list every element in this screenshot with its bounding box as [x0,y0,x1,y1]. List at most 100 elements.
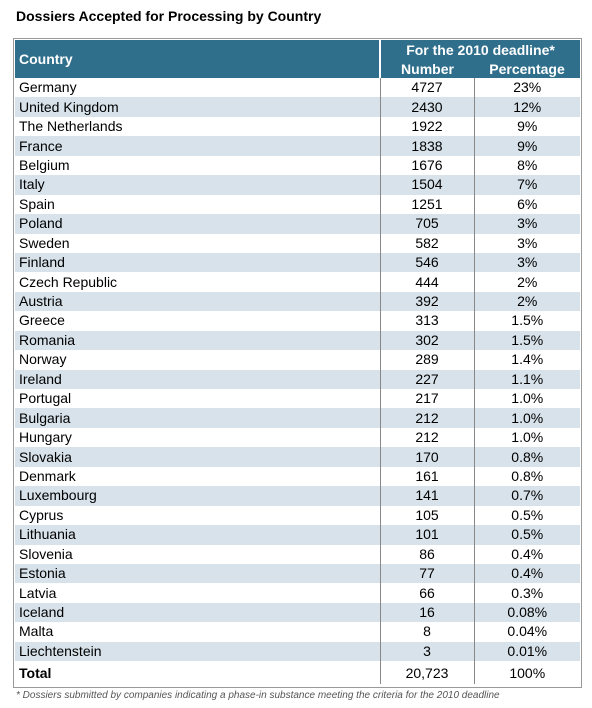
percentage-cell: 6% [517,195,538,212]
number-cell: 170 [379,447,475,467]
table-row: Norway 289 1.4% [15,350,580,370]
country-cell: Greece [19,312,65,329]
country-cell: France [15,136,380,156]
percentage-cell: 0.8% [511,467,544,484]
total-number: 20,723 [379,661,475,685]
percentage-cell: 0.8% [474,447,581,467]
percentage-cell: 2% [517,273,538,290]
percentage-cell: 0.5% [474,525,581,545]
country-cell: Estonia [15,563,380,584]
number-cell: 161 [379,466,475,487]
percentage-cell: 0.3% [511,584,544,601]
number-cell: 444 [379,272,475,292]
number-cell: 302 [379,330,475,351]
number-cell: 313 [379,311,475,331]
percentage-cell: 8% [517,156,538,173]
country-cell: Iceland [15,602,380,623]
country-cell: Germany [19,79,77,96]
percentage-cell: 9% [474,136,581,156]
total-row: Total 20,723 100% [15,661,581,685]
number-cell: 705 [379,214,475,234]
percentage-cell: 9% [517,118,538,135]
number-cell: 1922 [379,116,475,137]
country-cell: Luxembourg [15,486,380,506]
number-cell: 66 [379,583,475,603]
percentage-cell: 1.5% [511,312,544,329]
table-title: Dossiers Accepted for Processing by Coun… [16,8,322,24]
table-row: Poland 705 3% [15,214,581,234]
number-cell: 212 [379,427,475,448]
percentage-cell: 0.08% [474,602,581,623]
table-row: Bulgaria 212 1.0% [15,408,581,428]
number-cell: 289 [379,350,475,370]
country-cell: Italy [15,175,380,195]
percentage-cell: 0.5% [511,506,544,523]
table-row: Estonia 77 0.4% [15,563,581,584]
number-cell: 77 [379,563,475,584]
table-row: United Kingdom 2430 12% [15,97,581,117]
number-cell: 4727 [379,78,475,98]
country-cell: Cyprus [19,506,64,523]
total-label: Total [15,661,380,685]
table-row: Liechtenstein 3 0.01% [15,641,581,662]
number-cell: 16 [379,602,475,623]
percentage-cell: 3% [517,234,538,251]
percentage-cell: 3% [474,252,581,273]
number-cell: 1676 [379,155,475,176]
table-row: Sweden 582 3% [15,233,580,253]
table-row: Austria 392 2% [15,291,581,312]
percentage-column-header: Percentage [474,59,581,78]
country-cell: Bulgaria [15,408,380,428]
percentage-cell: 7% [474,175,581,195]
table-row: Iceland 16 0.08% [15,602,581,623]
footnote: * Dossiers submitted by companies indica… [16,690,500,701]
number-cell: 1838 [379,136,475,156]
country-cell: Poland [15,214,380,234]
percentage-cell: 0.4% [511,545,544,562]
country-cell: Slovenia [19,545,73,562]
percentage-cell: 1.0% [511,429,544,446]
country-cell: Romania [15,330,380,351]
table-row: Germany 4727 23% [15,78,580,98]
percentage-cell: 0.04% [507,623,548,640]
country-cell: Norway [19,351,67,368]
total-percentage: 100% [474,661,581,685]
country-cell: United Kingdom [15,97,380,117]
number-cell: 1251 [379,194,475,215]
percentage-cell: 2% [474,291,581,312]
number-cell: 8 [379,622,475,642]
number-cell: 141 [379,486,475,506]
table-row: Ireland 227 1.1% [15,369,581,389]
country-cell: Latvia [19,584,57,601]
percentage-cell: 0.01% [474,641,581,662]
country-cell: Malta [19,623,54,640]
percentage-cell: 0.4% [474,563,581,584]
country-cell: Denmark [19,467,76,484]
percentage-cell: 1.5% [474,330,581,351]
table-row: Finland 546 3% [15,252,581,273]
number-cell: 212 [379,408,475,428]
number-cell: 86 [379,544,475,564]
country-cell: Lithuania [15,525,380,545]
country-cell: The Netherlands [19,118,123,135]
table-row: Luxembourg 141 0.7% [15,486,581,506]
table-row: Italy 1504 7% [15,175,581,195]
table-row: Cyprus 105 0.5% [15,505,580,526]
country-cell: Hungary [19,429,72,446]
percentage-cell: 1.0% [511,390,544,407]
table-row: Romania 302 1.5% [15,330,581,351]
country-column-header: Country [15,40,380,78]
table-body: Germany 4727 23% United Kingdom 2430 12% The N… [15,78,581,685]
deadline-column-header: For the 2010 deadline* [378,40,581,59]
number-cell: 2430 [379,97,475,117]
country-cell: Slovakia [15,447,380,467]
table-row: Greece 313 1.5% [15,311,580,331]
number-cell: 3 [379,641,475,662]
percentage-cell: 23% [513,79,542,96]
number-cell: 217 [379,389,475,409]
table-row: Denmark 161 0.8% [15,466,580,487]
number-cell: 1504 [379,175,475,195]
number-cell: 392 [379,291,475,312]
table-row: Czech Republic 444 2% [15,272,580,292]
table-row: Belgium 1676 8% [15,155,580,176]
